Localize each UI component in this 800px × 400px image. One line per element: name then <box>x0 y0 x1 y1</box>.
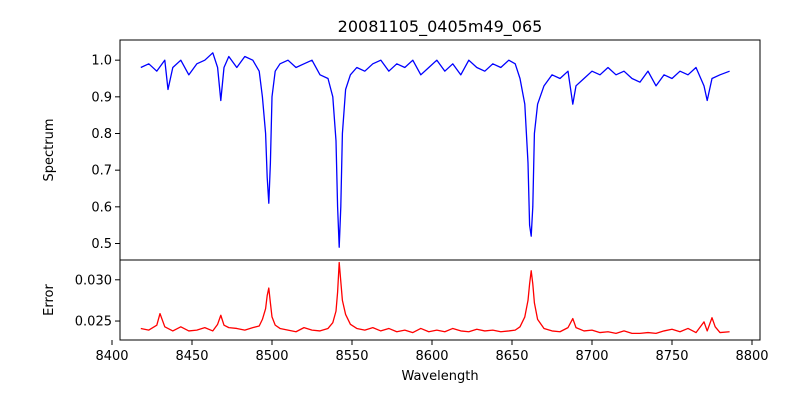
error-x-ticks: 8400 8450 8500 8550 8600 8650 8700 8750 8800 <box>95 340 769 364</box>
error-y-axis-label: Error <box>42 284 57 316</box>
x-tick-label: 8600 <box>415 349 448 364</box>
spectrum-y-tick-label: 0.6 <box>91 200 112 215</box>
spectrum-y-ticks: 0.5 0.6 0.7 0.8 0.9 1.0 <box>91 54 120 252</box>
error-y-ticks: 0.025 0.030 <box>75 273 120 330</box>
x-tick-label: 8400 <box>95 349 128 364</box>
spectrum-y-tick-label: 0.8 <box>91 127 112 142</box>
error-plot-area <box>120 260 760 340</box>
error-y-tick-label: 0.025 <box>75 315 112 330</box>
x-tick-label: 8700 <box>575 349 608 364</box>
x-tick-label: 8450 <box>175 349 208 364</box>
spectrum-y-tick-label: 0.9 <box>91 90 112 105</box>
x-tick-label: 8750 <box>655 349 688 364</box>
error-y-tick-label: 0.030 <box>75 273 112 288</box>
spectrum-y-tick-label: 0.7 <box>91 164 112 179</box>
error-axes-frame <box>119 259 761 341</box>
spectrum-y-axis-label: Spectrum <box>42 119 57 182</box>
spectrum-series-line <box>140 52 730 248</box>
spectrum-plot-area <box>120 40 760 260</box>
chart-title: 20081105_0405m49_065 <box>338 17 543 37</box>
x-tick-label: 8500 <box>255 349 288 364</box>
spectrum-y-tick-label: 1.0 <box>91 54 112 69</box>
x-tick-label: 8800 <box>735 349 768 364</box>
spectrum-panel: 0.5 0.6 0.7 0.8 0.9 1.0 Spectrum <box>42 39 761 261</box>
spectrum-y-tick-label: 0.5 <box>91 237 112 252</box>
x-tick-label: 8550 <box>335 349 368 364</box>
x-tick-label: 8650 <box>495 349 528 364</box>
x-axis-label: Wavelength <box>401 369 478 384</box>
error-series-line <box>140 261 730 335</box>
